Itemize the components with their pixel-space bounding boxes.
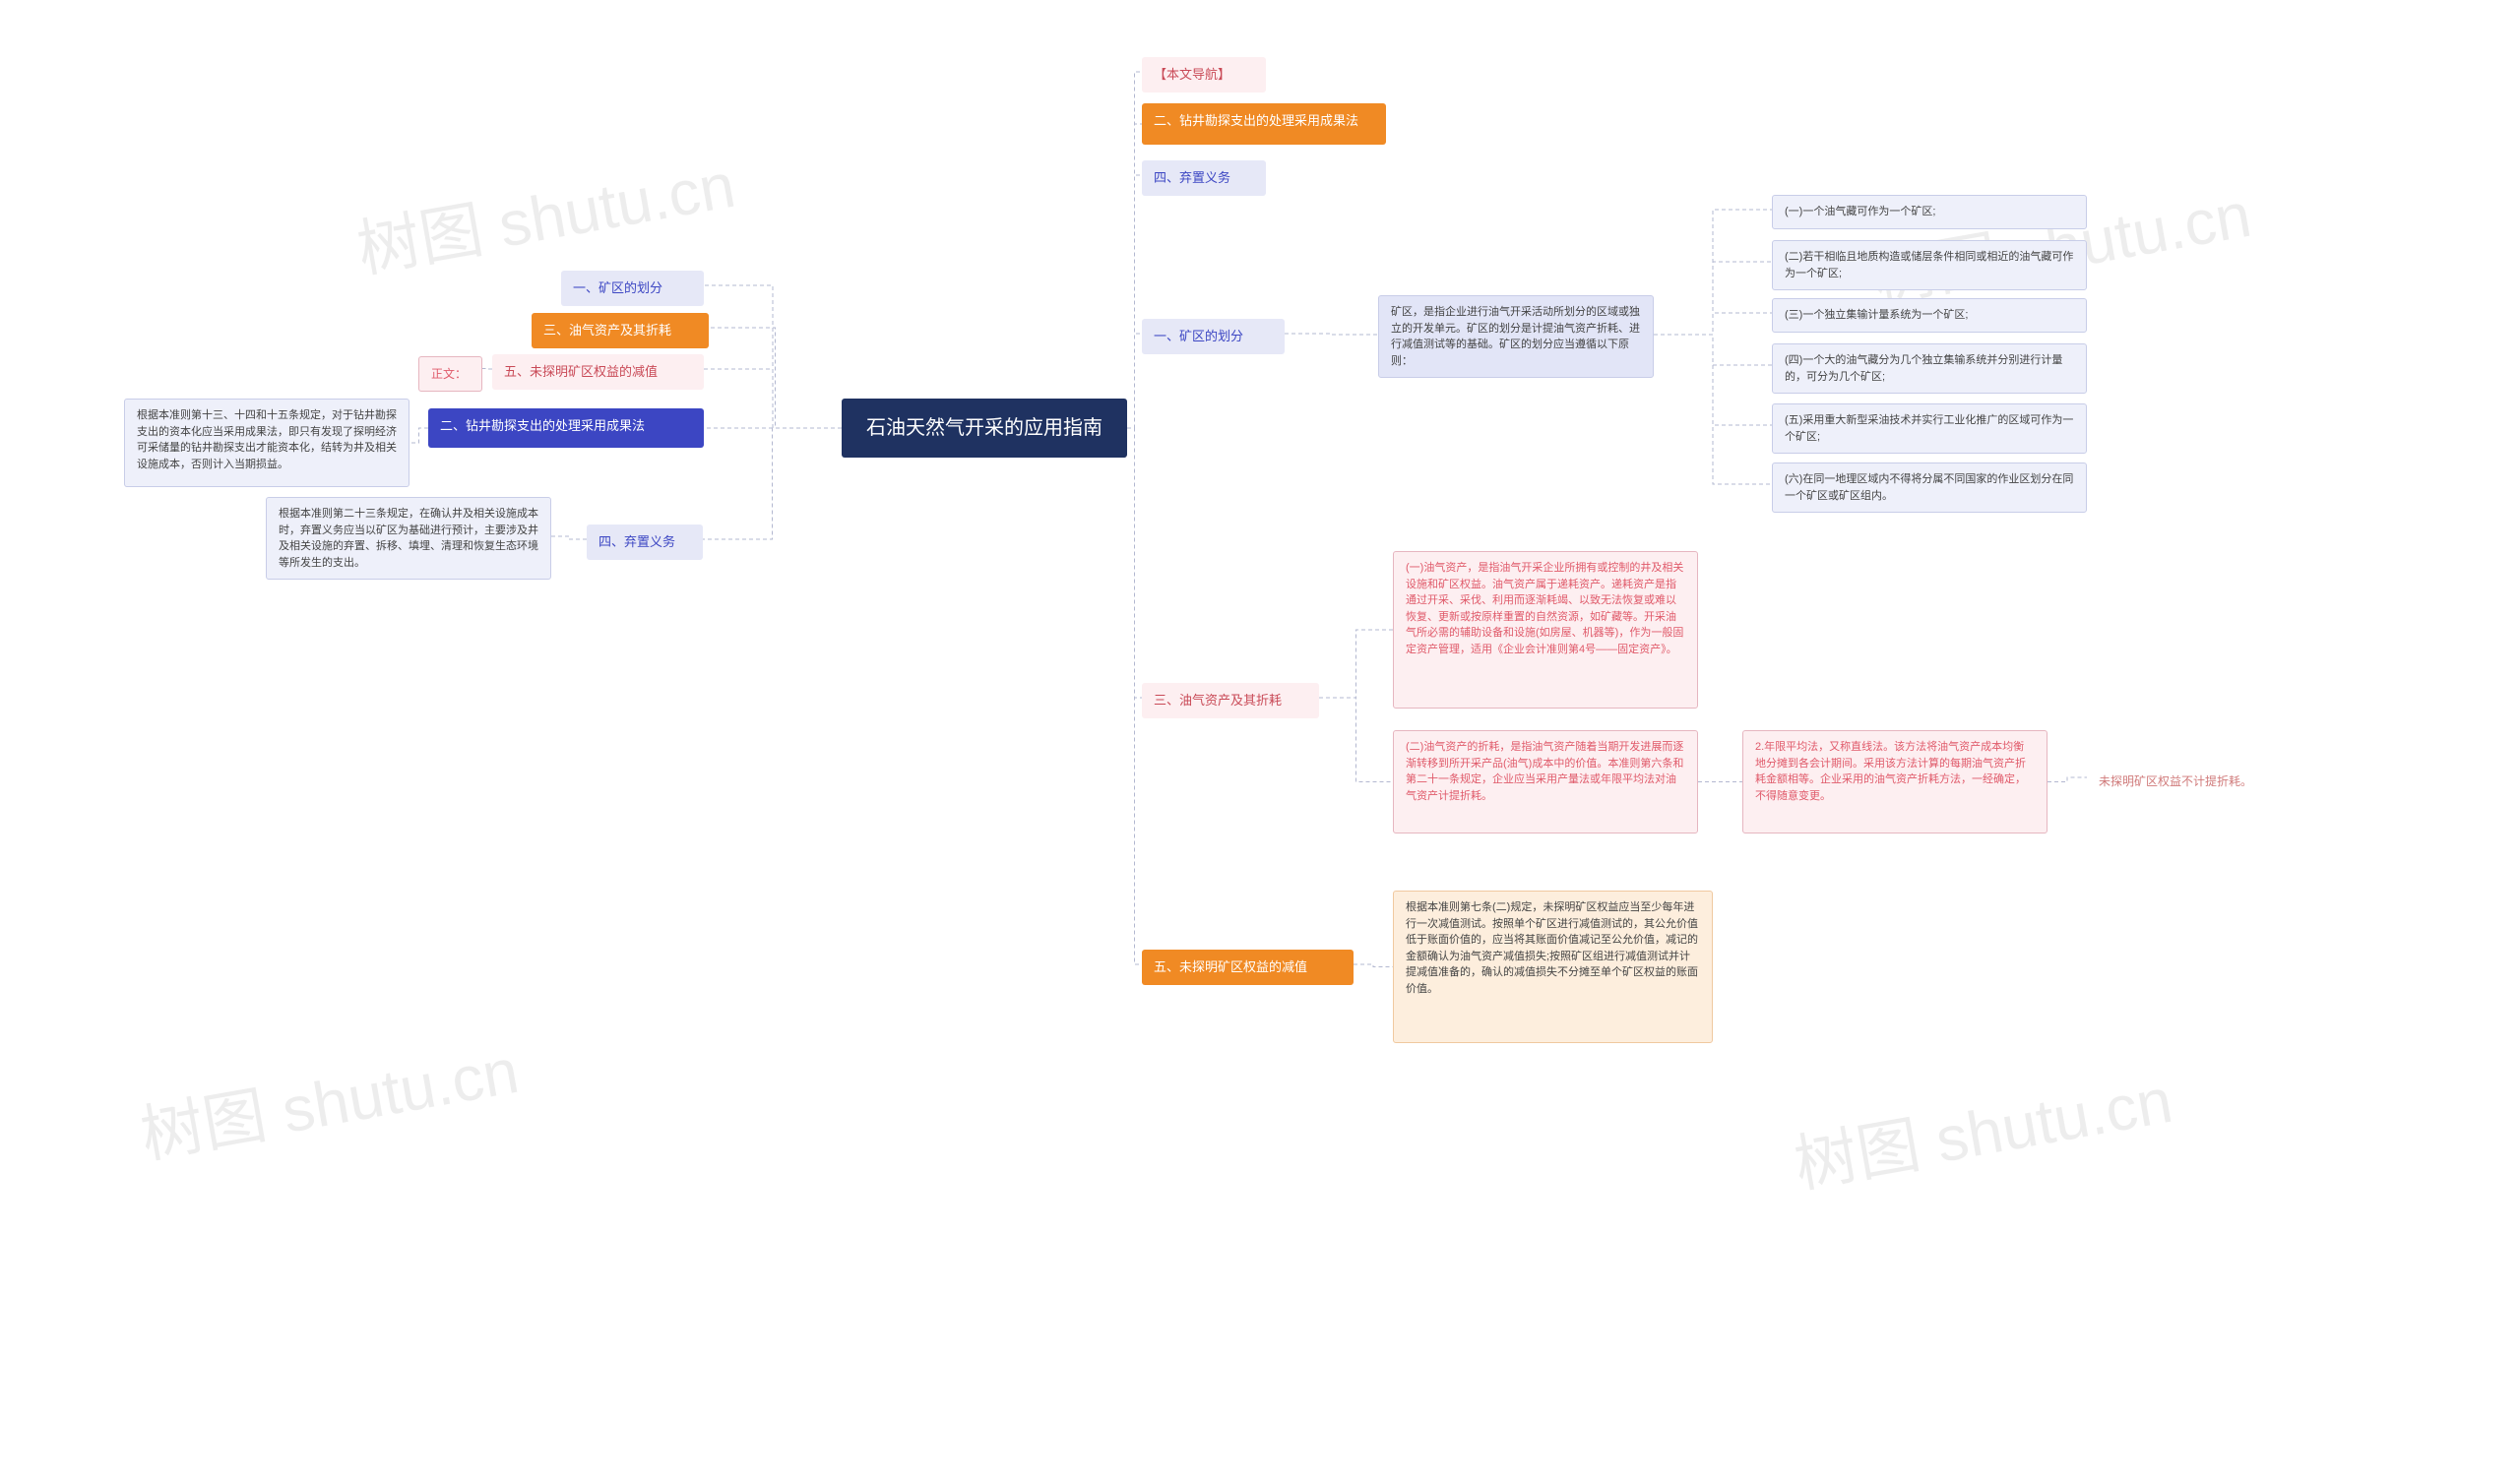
watermark-0: 树图 shutu.cn [349, 135, 741, 290]
right-node-3: 一、矿区的划分 [1142, 319, 1285, 354]
watermark-3: 树图 shutu.cn [1787, 1050, 2178, 1205]
root-node: 石油天然气开采的应用指南 [842, 399, 1127, 458]
right-sub-5: 根据本准则第七条(二)规定，未探明矿区权益应当至少每年进行一次减值测试。按照单个… [1393, 891, 1713, 1043]
right-child-4-1: (二)油气资产的折耗，是指油气资产随着当期开发进展而逐渐转移到所开采产品(油气)… [1393, 730, 1698, 833]
right-child-3-3: (四)一个大的油气藏分为几个独立集输系统并分别进行计量的，可分为几个矿区; [1772, 343, 2087, 394]
right-child-sub2-4-1: 未探明矿区权益不计提折耗。 [2087, 765, 2279, 798]
left-node-3: 二、钻井勘探支出的处理采用成果法 [428, 408, 704, 448]
right-child-3-0: (一)一个油气藏可作为一个矿区; [1772, 195, 2087, 229]
left-detail-4: 根据本准则第二十三条规定，在确认井及相关设施成本时，弃置义务应当以矿区为基础进行… [266, 497, 551, 580]
left-detail-3: 根据本准则第十三、十四和十五条规定，对于钻井勘探支出的资本化应当采用成果法，即只… [124, 399, 410, 487]
left-node-2: 五、未探明矿区权益的减值 [492, 354, 704, 390]
right-child-3-4: (五)采用重大新型采油技术并实行工业化推广的区域可作为一个矿区; [1772, 403, 2087, 454]
left-node-0: 一、矿区的划分 [561, 271, 704, 306]
right-child-4-0: (一)油气资产，是指油气开采企业所拥有或控制的井及相关设施和矿区权益。油气资产属… [1393, 551, 1698, 709]
right-node-1: 二、钻井勘探支出的处理采用成果法 [1142, 103, 1386, 145]
left-detail-2: 正文： [418, 356, 482, 392]
left-node-1: 三、油气资产及其折耗 [532, 313, 709, 348]
right-child-3-2: (三)一个独立集输计量系统为一个矿区; [1772, 298, 2087, 333]
right-node-2: 四、弃置义务 [1142, 160, 1266, 196]
right-child-sub-4-1: 2.年限平均法，又称直线法。该方法将油气资产成本均衡地分摊到各会计期间。采用该方… [1742, 730, 2048, 833]
right-child-3-1: (二)若干相临且地质构造或储层条件相同或相近的油气藏可作为一个矿区; [1772, 240, 2087, 290]
left-node-4: 四、弃置义务 [587, 525, 703, 560]
right-sub-3: 矿区，是指企业进行油气开采活动所划分的区域或独立的开发单元。矿区的划分是计提油气… [1378, 295, 1654, 378]
right-node-4: 三、油气资产及其折耗 [1142, 683, 1319, 718]
right-node-0: 【本文导航】 [1142, 57, 1266, 93]
right-node-5: 五、未探明矿区权益的减值 [1142, 950, 1354, 985]
connector-layer [0, 0, 2520, 1481]
watermark-2: 树图 shutu.cn [133, 1020, 525, 1176]
right-child-3-5: (六)在同一地理区域内不得将分属不同国家的作业区划分在同一个矿区或矿区组内。 [1772, 463, 2087, 513]
